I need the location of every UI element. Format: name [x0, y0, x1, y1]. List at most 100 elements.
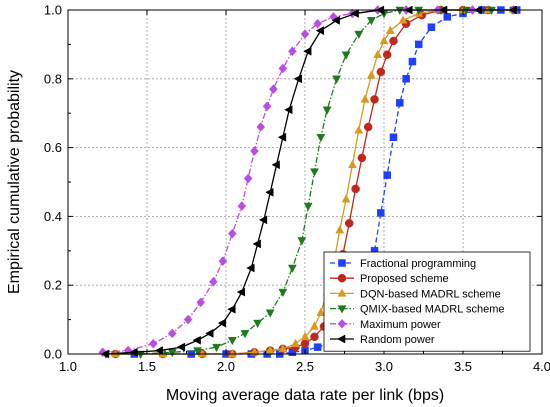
legend: Fractional programming Proposed scheme DQN…	[323, 251, 531, 352]
legend-item: Maximum power	[330, 319, 441, 331]
y-tick-label: 0.8	[44, 71, 62, 86]
data-point	[350, 9, 359, 18]
y-tick-label: 1.0	[44, 3, 62, 18]
data-point	[427, 23, 436, 31]
data-point	[331, 15, 340, 25]
data-point	[357, 153, 367, 163]
data-point	[322, 106, 332, 115]
legend-label: Maximum power	[360, 319, 441, 331]
data-point	[303, 46, 312, 56]
data-point	[316, 307, 326, 316]
y-tick-label: 0.2	[44, 278, 62, 293]
data-point	[218, 256, 228, 266]
data-point	[197, 348, 207, 358]
legend-marker	[337, 273, 347, 283]
y-tick-label: 0.4	[44, 209, 62, 224]
data-point	[284, 105, 293, 115]
data-point	[443, 13, 451, 21]
legend-item: Proposed scheme	[330, 273, 449, 285]
data-point	[396, 99, 404, 107]
data-point	[227, 348, 237, 358]
x-tick-label: 4.0	[533, 359, 550, 374]
x-tick-label: 1.0	[59, 359, 77, 374]
data-point	[192, 335, 201, 345]
data-point	[354, 125, 364, 134]
axis-ticks: 1.0 1.5 2.0 2.5 3.0 3.5 4.0 0.0 0.2 0.4 0.6 0.8 1.0	[44, 3, 550, 375]
data-point	[278, 288, 288, 298]
data-point	[379, 35, 389, 45]
legend-label: QMIX-based MADRL scheme	[360, 304, 504, 316]
data-point	[250, 146, 259, 156]
data-point	[278, 63, 288, 74]
data-point	[310, 168, 319, 177]
data-point	[209, 276, 218, 287]
data-point	[341, 51, 351, 60]
data-point	[227, 228, 237, 239]
data-point	[227, 336, 237, 346]
legend-label: DQN-based MADRL scheme	[360, 288, 501, 300]
data-point	[250, 347, 259, 356]
legend-marker	[336, 334, 346, 344]
data-point	[205, 328, 214, 338]
legend-item: QMIX-based MADRL scheme	[330, 304, 504, 316]
data-point	[265, 309, 275, 318]
legend-marker	[337, 288, 347, 297]
data-point	[347, 159, 357, 169]
grid-lines	[68, 10, 542, 354]
data-point	[252, 239, 261, 249]
legend-label: Proposed scheme	[360, 273, 449, 285]
data-point	[383, 171, 391, 179]
data-point	[398, 15, 408, 24]
data-point	[414, 6, 424, 16]
data-point	[287, 264, 297, 274]
data-point	[243, 173, 253, 184]
data-point	[258, 215, 268, 225]
data-point	[377, 209, 385, 217]
data-point	[351, 184, 360, 194]
data-point	[176, 342, 186, 352]
data-point	[310, 321, 319, 330]
data-point	[360, 94, 370, 103]
data-point	[246, 263, 255, 273]
data-point	[487, 6, 496, 16]
x-tick-label: 3.0	[375, 359, 393, 374]
data-point	[370, 95, 379, 104]
data-point	[167, 349, 177, 358]
x-tick-label: 2.0	[217, 359, 235, 374]
data-point	[262, 101, 272, 112]
data-point	[382, 50, 392, 59]
legend-item: DQN-based MADRL scheme	[330, 288, 501, 300]
data-point	[148, 338, 158, 349]
data-point	[256, 122, 266, 132]
data-point	[310, 332, 319, 342]
data-point	[395, 6, 405, 16]
data-point	[344, 219, 354, 228]
data-point	[461, 6, 471, 16]
data-point	[300, 339, 310, 348]
data-point	[278, 343, 288, 353]
data-point	[363, 122, 373, 132]
x-tick-label: 2.5	[296, 359, 314, 374]
x-axis-label: Moving average data rate per link (bps)	[166, 387, 444, 404]
data-point	[389, 133, 398, 142]
data-point	[297, 237, 307, 246]
data-point	[167, 328, 177, 339]
data-point	[300, 29, 310, 39]
data-point	[332, 75, 342, 84]
y-axis-label: Empirical cumulative probability	[6, 70, 23, 294]
data-point	[154, 346, 163, 355]
data-point	[313, 343, 322, 351]
data-point	[227, 304, 236, 314]
y-tick-label: 0.0	[44, 347, 62, 362]
data-point	[240, 330, 250, 339]
y-tick-label: 0.6	[44, 140, 62, 155]
data-point	[196, 297, 206, 308]
x-tick-label: 3.5	[454, 359, 472, 374]
data-point	[277, 132, 287, 142]
data-point	[136, 350, 146, 360]
data-point	[341, 194, 351, 203]
data-point	[402, 75, 410, 83]
legend-box	[323, 251, 531, 352]
data-point	[313, 18, 322, 29]
